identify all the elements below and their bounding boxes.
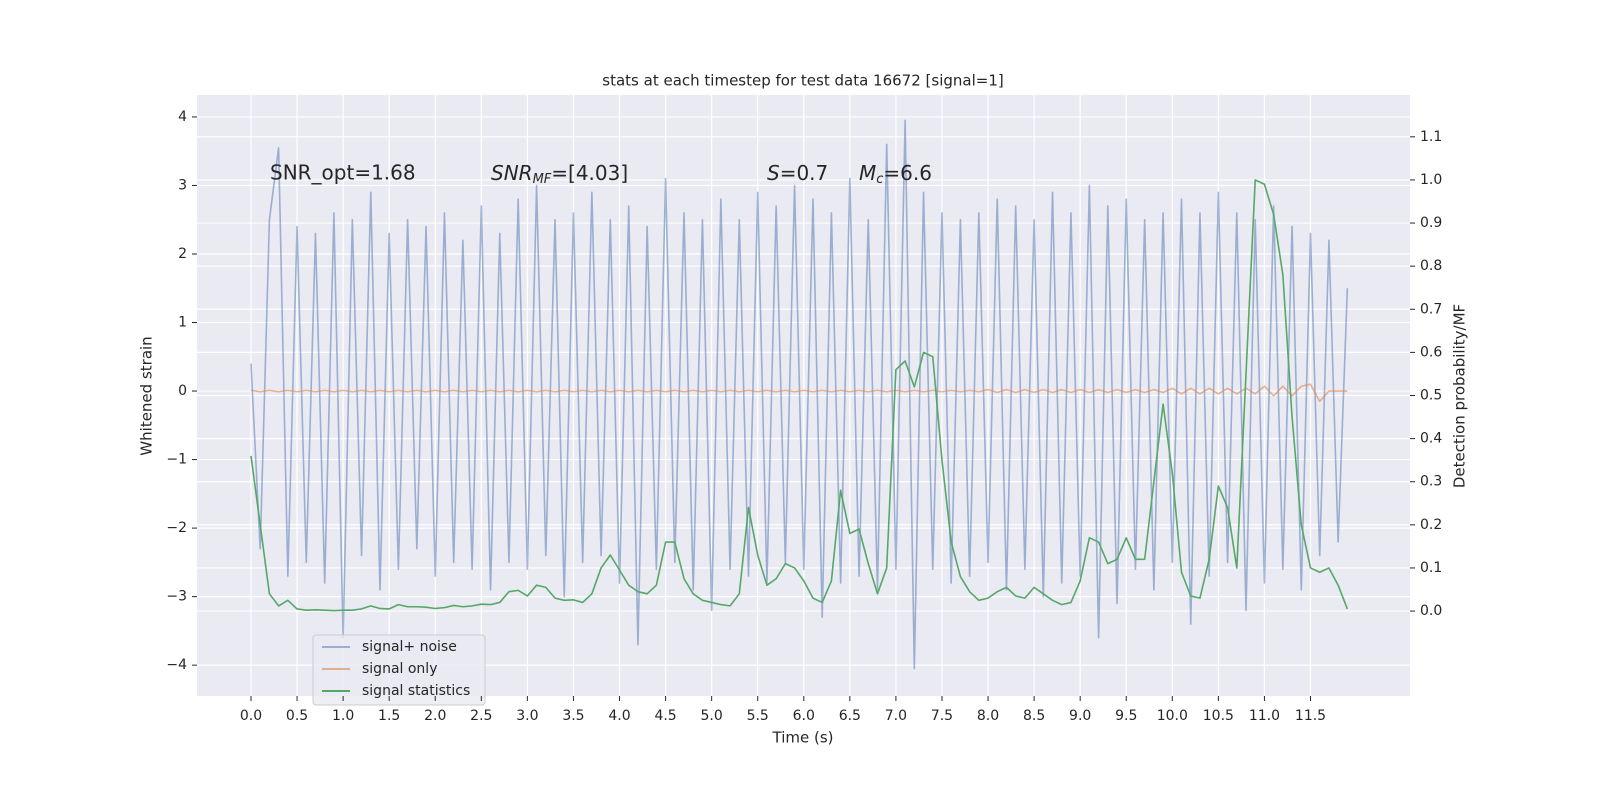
x-tick-label: 0.5 xyxy=(286,708,308,724)
x-tick-label: 2.5 xyxy=(470,708,492,724)
x-tick-label: 8.5 xyxy=(1023,708,1045,724)
y-tick-label: −1 xyxy=(166,452,187,468)
y2-tick-label: 0.3 xyxy=(1420,474,1442,490)
y-tick-label: −2 xyxy=(166,520,187,536)
y-tick-label: 0 xyxy=(178,383,187,399)
series-line xyxy=(250,179,1349,612)
y2-axis-label: Detection probability/MF xyxy=(1451,304,1469,488)
x-tick-label: 6.0 xyxy=(793,708,815,724)
series-line xyxy=(250,119,1349,670)
x-tick-label: 8.0 xyxy=(977,708,999,724)
series-line xyxy=(250,383,1348,403)
x-tick-label: 2.0 xyxy=(424,708,446,724)
y-tick-label: 4 xyxy=(178,109,187,125)
x-tick-label: 5.0 xyxy=(701,708,723,724)
x-tick-label: 5.5 xyxy=(747,708,769,724)
y2-tick-label: 0.5 xyxy=(1420,388,1442,404)
x-tick-label: 11.5 xyxy=(1295,708,1326,724)
y-tick-label: −3 xyxy=(166,589,187,605)
y-tick-label: 1 xyxy=(178,315,187,331)
marks xyxy=(250,119,1349,670)
x-tick-label: 3.0 xyxy=(516,708,538,724)
annotation: SNR_opt=1.68 xyxy=(270,161,416,185)
x-axis-label: Time (s) xyxy=(772,729,834,747)
x-tick-label: 11.0 xyxy=(1249,708,1280,724)
x-tick-label: 1.5 xyxy=(378,708,400,724)
legend-box xyxy=(312,634,486,706)
y2-tick-label: 1.1 xyxy=(1420,129,1442,145)
y2-tick-label: 0.1 xyxy=(1420,560,1442,576)
legend-label: signal+ noise xyxy=(362,639,457,655)
x-tick-label: 9.5 xyxy=(1115,708,1137,724)
y2-tick-label: 0.9 xyxy=(1420,215,1442,231)
annotation: S=0.7 xyxy=(767,161,828,185)
y-tick-label: 3 xyxy=(178,177,187,193)
y-tick-label: −4 xyxy=(166,657,187,673)
y-tick-label: 2 xyxy=(178,246,187,262)
x-tick-label: 7.5 xyxy=(931,708,953,724)
y-axis-label: Whitened strain xyxy=(138,336,156,455)
legend-label: signal statistics xyxy=(362,683,470,699)
y2-tick-label: 0.7 xyxy=(1420,301,1442,317)
x-tick-label: 10.0 xyxy=(1157,708,1188,724)
x-tick-label: 4.0 xyxy=(608,708,630,724)
x-tick-label: 0.0 xyxy=(240,708,262,724)
x-tick-label: 7.0 xyxy=(885,708,907,724)
annotation: Mc=6.6 xyxy=(859,161,932,187)
x-tick-label: 3.5 xyxy=(562,708,584,724)
x-tick-label: 9.0 xyxy=(1069,708,1091,724)
annotation: SNRMF=[4.03] xyxy=(491,161,628,187)
x-tick-label: 1.0 xyxy=(332,708,354,724)
y2-tick-label: 0.8 xyxy=(1420,258,1442,274)
x-tick-label: 6.5 xyxy=(839,708,861,724)
y2-tick-label: 0.2 xyxy=(1420,517,1442,533)
y2-tick-label: 1.0 xyxy=(1420,172,1442,188)
x-tick-label: 10.5 xyxy=(1203,708,1234,724)
y2-tick-label: 0.6 xyxy=(1420,344,1442,360)
legend-label: signal only xyxy=(362,661,437,677)
x-tick-label: 4.5 xyxy=(654,708,676,724)
chart-title: stats at each timestep for test data 166… xyxy=(602,72,1003,90)
legend: signal+ noise signal only signal statistic… xyxy=(312,634,486,706)
y2-tick-label: 0.4 xyxy=(1420,431,1442,447)
y2-tick-label: 0.0 xyxy=(1420,603,1442,619)
